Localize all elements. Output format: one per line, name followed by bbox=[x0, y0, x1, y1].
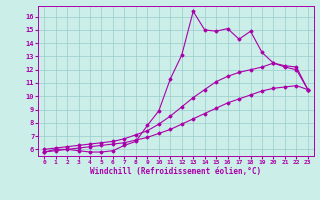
X-axis label: Windchill (Refroidissement éolien,°C): Windchill (Refroidissement éolien,°C) bbox=[91, 167, 261, 176]
